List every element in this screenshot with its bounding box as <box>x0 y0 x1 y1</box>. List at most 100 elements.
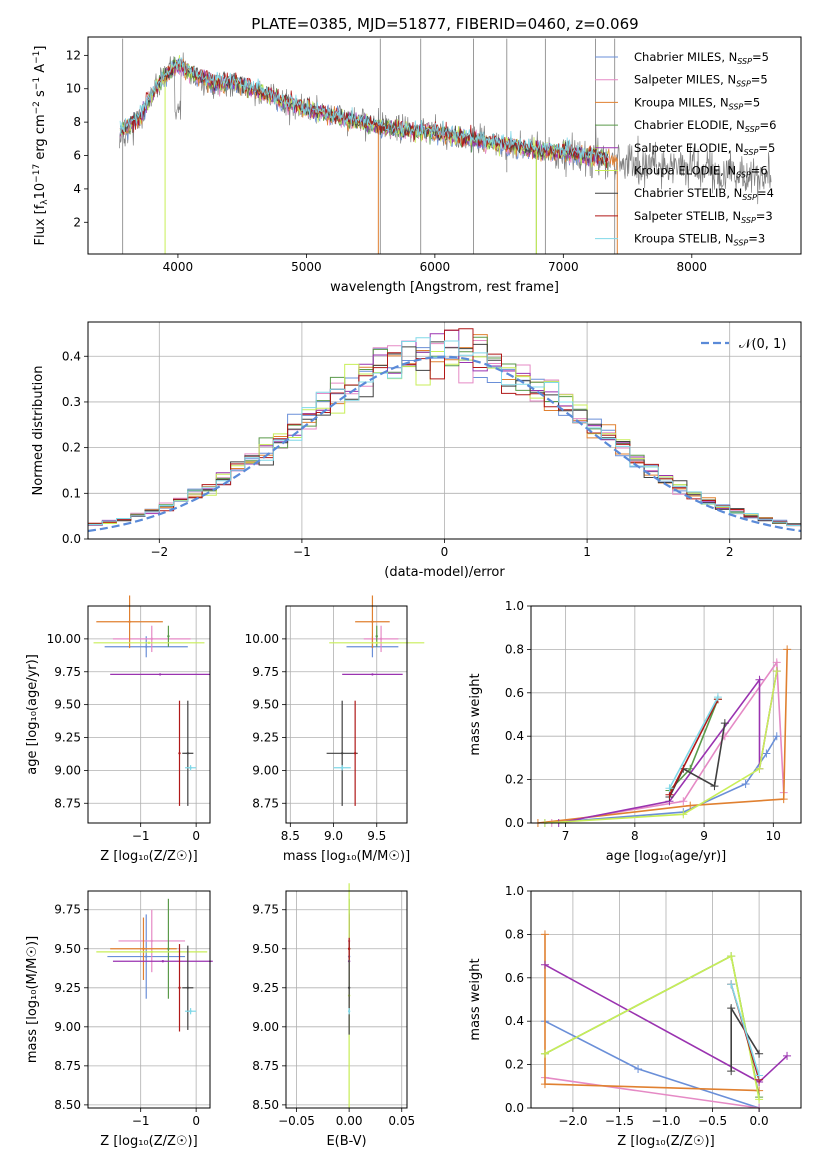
age-vs-mass-panel: 8.5 9.0 9.5 8.75 9.00 9.25 9.50 9.75 10.00 mass [… <box>245 595 425 864</box>
residuals-ytick-label-2: 0.2 <box>62 441 81 455</box>
spectrum-plot-area <box>119 38 772 254</box>
weight-vs-Z-ytick-label-2: 0.4 <box>505 1014 524 1028</box>
residuals-ylabel: Normed distribution <box>31 366 46 496</box>
mass-vs-Z-ylabel: mass [log₁₀(M/M☉)] <box>25 936 40 1063</box>
data-point-7 <box>347 947 351 950</box>
spectrum-ytick-label-0: 2 <box>73 215 81 229</box>
legend-label-0: Chabrier MILES, NSSP=5 <box>634 50 769 66</box>
normal-curve <box>88 355 801 533</box>
mass-vs-Z-xlabel: Z [log₁₀(Z/Z☉)] <box>100 1134 197 1149</box>
weight-line-2 <box>537 649 788 824</box>
legend-label-8: Kroupa STELIB, NSSP=3 <box>634 232 765 248</box>
weight-vs-age-ytick-label-3: 0.6 <box>505 686 524 700</box>
age-vs-Z-xtick-label-0: −1 <box>132 829 150 843</box>
spectrum-xtick-label-3: 7000 <box>548 260 579 274</box>
spectrum-xtick-label-2: 6000 <box>420 260 451 274</box>
age-vs-mass-ytick-label-0: 8.75 <box>252 796 279 810</box>
mass-vs-EBV-xtick-label-0: −0.05 <box>278 1114 315 1128</box>
residuals-ytick-label-0: 0.0 <box>62 532 81 546</box>
mass-vs-Z-ytick-label-3: 9.25 <box>54 981 81 995</box>
legend-label-3: Chabrier ELODIE, NSSP=6 <box>634 118 776 134</box>
weight-marker-6-3 <box>720 719 729 728</box>
data-point-7 <box>178 986 181 989</box>
age-vs-mass-frame <box>285 605 408 824</box>
age-vs-Z-ytick-label-4: 9.75 <box>54 665 81 679</box>
spectrum-ytick-label-5: 12 <box>66 48 81 62</box>
weight-marker-8-0 <box>665 784 674 793</box>
age-vs-Z-xlabel: Z [log₁₀(Z/Z☉)] <box>100 849 197 864</box>
data-point-7 <box>353 752 357 755</box>
residuals-xtick-label-0: −2 <box>150 545 168 559</box>
weight-vs-Z-panel: −2.0 −1.5 −1.0 −0.5 0.0 0.0 0.2 0.4 0.6 0.8 1.0 Z [… <box>468 884 802 1149</box>
weight-line-1 <box>544 1076 760 1109</box>
age-vs-mass-ytick-label-5: 10.00 <box>245 632 279 646</box>
weight-marker-1-1 <box>679 797 688 806</box>
weight-vs-age-panel: 7 8 9 10 0.0 0.2 0.4 0.6 0.8 1.0 age [log₁₀(age/yr… <box>468 599 802 864</box>
data-point-1 <box>150 637 153 641</box>
data-point-6 <box>186 986 190 989</box>
data-point-3 <box>167 635 170 638</box>
weight-marker-8-0 <box>727 980 736 989</box>
legend-label-4: Salpeter ELODIE, NSSP=5 <box>634 141 775 157</box>
weight-vs-Z-xtick-label-3: −0.5 <box>698 1114 727 1128</box>
spectrum-panel: 4000 5000 6000 7000 8000 2 4 6 8 10 12 wavelength [… <box>32 36 802 295</box>
age-vs-Z-frame <box>87 605 211 824</box>
age-vs-mass-ytick-label-2: 9.25 <box>252 731 279 745</box>
data-point-0 <box>145 955 148 958</box>
weight-line-8 <box>668 696 719 789</box>
weight-marker-5-2 <box>755 764 764 773</box>
residuals-xtick-label-1: −1 <box>293 545 311 559</box>
age-vs-Z-ytick-label-3: 9.50 <box>54 698 81 712</box>
spectrum-xtick-label-0: 4000 <box>163 260 194 274</box>
data-point-4 <box>158 673 162 676</box>
mass-vs-EBV-xlabel: E(B-V) <box>326 1134 366 1149</box>
weight-vs-Z-ylabel: mass weight <box>468 958 483 1040</box>
legend-label-7: Salpeter STELIB, NSSP=3 <box>634 209 773 225</box>
mass-vs-Z-ytick-label-1: 8.75 <box>54 1059 81 1073</box>
mass-vs-EBV-ytick-label-0: 8.50 <box>252 1098 279 1112</box>
data-point-8 <box>340 766 344 769</box>
age-vs-mass-ytick-label-4: 9.75 <box>252 665 279 679</box>
age-vs-Z-ytick-label-5: 10.00 <box>47 632 81 646</box>
age-vs-mass-xtick-label-2: 9.5 <box>367 829 386 843</box>
age-vs-Z-ylabel: age [log₁₀(age/yr)] <box>25 654 40 775</box>
data-point-5 <box>150 950 153 954</box>
residual-histogram-8 <box>88 337 801 526</box>
age-vs-Z-ytick-label-2: 9.25 <box>54 731 81 745</box>
weight-marker-8-1 <box>713 693 722 702</box>
residuals-xtick-label-2: 0 <box>441 545 449 559</box>
legend-normal-label: 𝒩(0, 1) <box>739 337 786 352</box>
weight-vs-age-ytick-label-2: 0.4 <box>505 729 524 743</box>
spectrum-ylabel: Flux [fλ10−17 erg cm−2 s−1 A−1] <box>32 46 50 246</box>
weight-marker-5-3 <box>772 667 781 676</box>
weight-line-8 <box>730 984 760 1076</box>
weight-marker-0-3 <box>762 749 771 758</box>
weight-marker-2-2 <box>779 795 788 804</box>
weight-vs-Z-ytick-label-0: 0.0 <box>505 1101 524 1115</box>
weight-vs-age-ytick-label-1: 0.2 <box>505 773 524 787</box>
legend-label-1: Salpeter MILES, NSSP=5 <box>634 73 768 89</box>
weight-marker-0-1 <box>634 1064 643 1073</box>
mass-vs-EBV-panel: −0.05 0.00 0.05 8.50 8.75 9.00 9.25 9.50 9.75 E(B… <box>252 883 415 1149</box>
weight-marker-6-2 <box>755 1049 764 1058</box>
mass-vs-Z-ytick-label-4: 9.50 <box>54 942 81 956</box>
mass-vs-EBV-xtick-label-1: 0.00 <box>336 1114 363 1128</box>
spectrum-ytick-label-1: 4 <box>73 182 81 196</box>
data-point-8 <box>347 1010 351 1013</box>
weight-marker-0-2 <box>741 779 750 788</box>
weight-vs-Z-ytick-label-3: 0.6 <box>505 971 524 985</box>
weight-vs-Z-xtick-label-2: −1.0 <box>651 1114 680 1128</box>
weight-marker-1-3 <box>772 658 781 667</box>
weight-vs-age-ytick-label-4: 0.8 <box>505 642 524 656</box>
data-point-4 <box>371 673 374 676</box>
spectrum-ytick-label-4: 10 <box>66 82 81 96</box>
data-point-6 <box>340 752 344 755</box>
weight-marker-2-1 <box>540 1080 549 1089</box>
mass-vs-Z-ytick-label-2: 9.00 <box>54 1020 81 1034</box>
data-point-0 <box>145 645 148 648</box>
residuals-xtick-label-4: 2 <box>726 545 734 559</box>
data-point-8 <box>189 1010 192 1013</box>
residuals-xtick-label-3: 1 <box>583 545 591 559</box>
